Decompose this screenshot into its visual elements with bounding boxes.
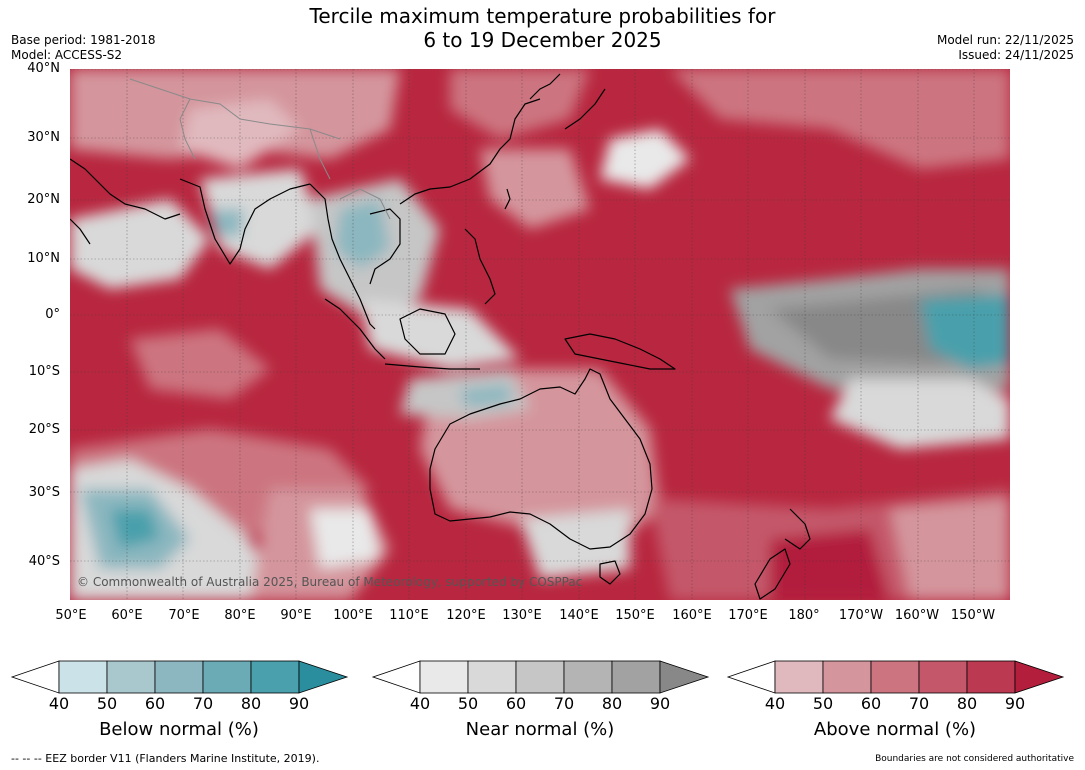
lat-label-10n: 10°N xyxy=(27,251,60,266)
colorbar-below xyxy=(10,660,349,694)
lon-label-60e: 60°E xyxy=(111,608,143,623)
near-tick-90: 90 xyxy=(649,694,671,713)
below-tick-70: 70 xyxy=(192,694,214,713)
near-tick-50: 50 xyxy=(457,694,479,713)
lon-label-130e: 130°E xyxy=(502,608,542,623)
below-tick-90: 90 xyxy=(288,694,310,713)
lon-label-100e: 100°E xyxy=(333,608,373,623)
copyright-notice: © Commonwealth of Australia 2025, Bureau… xyxy=(77,575,583,589)
meta-right: Model run: 22/11/2025 Issued: 24/11/2025 xyxy=(937,33,1074,63)
model-run: Model run: 22/11/2025 xyxy=(936,33,1074,47)
near-normal-title: Near normal (%) xyxy=(465,719,615,740)
below-tick-80: 80 xyxy=(240,694,262,713)
lat-label-30s: 30°S xyxy=(28,485,60,500)
meta-left: Base period: 1981-2018 Model: ACCESS-S2 xyxy=(11,33,156,63)
lon-label-160e: 160°E xyxy=(672,608,712,623)
near-tick-80: 80 xyxy=(601,694,623,713)
lon-label-140e: 140°E xyxy=(559,608,599,623)
lon-label-180: 180° xyxy=(788,608,820,623)
lat-label-20n: 20°N xyxy=(27,192,60,207)
colorbar-above xyxy=(726,660,1065,694)
title-line-2: 6 to 19 December 2025 xyxy=(423,28,662,52)
map-title: Tercile maximum temperature probabilitie… xyxy=(0,4,1085,52)
coastlines xyxy=(69,73,811,600)
above-tick-50: 50 xyxy=(812,694,834,713)
lon-label-50e: 50°E xyxy=(55,608,87,623)
above-tick-80: 80 xyxy=(956,694,978,713)
near-tick-40: 40 xyxy=(409,694,431,713)
map-canvas xyxy=(69,68,1010,600)
map-area[interactable]: © Commonwealth of Australia 2025, Bureau… xyxy=(69,68,1010,600)
probability-fields xyxy=(70,69,1010,600)
base-period: Base period: 1981-2018 xyxy=(11,33,156,47)
title-line-1: Tercile maximum temperature probabilitie… xyxy=(309,4,776,28)
lon-label-120e: 120°E xyxy=(446,608,486,623)
lat-label-20s: 20°S xyxy=(28,422,60,437)
lon-label-160w: 160°W xyxy=(894,608,940,623)
near-tick-60: 60 xyxy=(505,694,527,713)
below-tick-50: 50 xyxy=(96,694,118,713)
graticule xyxy=(70,68,1010,600)
lon-label-70e: 70°E xyxy=(168,608,200,623)
above-tick-60: 60 xyxy=(860,694,882,713)
lon-label-90e: 90°E xyxy=(280,608,312,623)
below-tick-60: 60 xyxy=(144,694,166,713)
near-tick-70: 70 xyxy=(553,694,575,713)
eez-border-note: -- -- -- EEZ border V11 (Flanders Marine… xyxy=(11,752,320,765)
model-name: Model: ACCESS-S2 xyxy=(11,48,123,62)
lon-label-170e: 170°E xyxy=(728,608,768,623)
lat-label-40s: 40°S xyxy=(28,554,60,569)
issued-date: Issued: 24/11/2025 xyxy=(958,48,1074,62)
lat-label-30n: 30°N xyxy=(27,130,60,145)
lon-label-170w: 170°W xyxy=(838,608,884,623)
above-tick-90: 90 xyxy=(1004,694,1026,713)
lon-label-80e: 80°E xyxy=(224,608,256,623)
above-tick-40: 40 xyxy=(764,694,786,713)
above-tick-70: 70 xyxy=(908,694,930,713)
lon-label-150w: 150°W xyxy=(950,608,996,623)
lat-label-equator: 0° xyxy=(45,307,60,322)
below-normal-title: Below normal (%) xyxy=(99,719,259,740)
boundaries-disclaimer: Boundaries are not considered authoritat… xyxy=(875,754,1074,764)
colorbar-near xyxy=(371,660,710,694)
lat-label-40n: 40°N xyxy=(27,61,60,76)
colorbars xyxy=(10,660,1065,694)
lat-label-10s: 10°S xyxy=(28,364,60,379)
lon-label-110e: 110°E xyxy=(389,608,429,623)
lon-label-150e: 150°E xyxy=(615,608,655,623)
below-tick-40: 40 xyxy=(48,694,70,713)
above-normal-title: Above normal (%) xyxy=(813,719,977,740)
country-borders xyxy=(129,78,391,220)
